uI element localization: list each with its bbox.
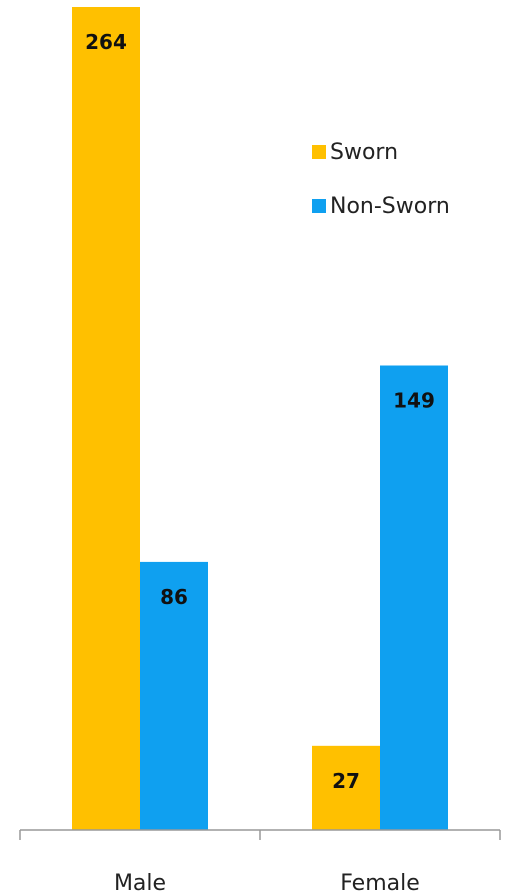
bar-female-sworn (312, 745, 380, 830)
x-axis (19, 829, 501, 840)
value-labels-group: 264 86 27 149 (85, 30, 435, 793)
legend-label-non-sworn: Non-Sworn (330, 194, 450, 219)
bar-male-sworn (72, 7, 140, 830)
data-label-female-non-sworn: 149 (393, 389, 435, 413)
bar-female-non-sworn (380, 365, 448, 830)
legend-swatch-sworn (312, 145, 326, 159)
legend: Sworn Non-Sworn (312, 140, 450, 219)
x-tick-label-male: Male (114, 871, 166, 894)
bar-male-non-sworn (140, 561, 208, 830)
x-tick-label-female: Female (340, 871, 420, 894)
bars-group (72, 7, 448, 830)
x-tick-labels: Male Female (114, 871, 420, 894)
legend-label-sworn: Sworn (330, 140, 398, 165)
data-label-male-non-sworn: 86 (160, 585, 188, 609)
data-label-female-sworn: 27 (332, 769, 360, 793)
data-label-male-sworn: 264 (85, 30, 127, 54)
legend-swatch-non-sworn (312, 199, 326, 213)
